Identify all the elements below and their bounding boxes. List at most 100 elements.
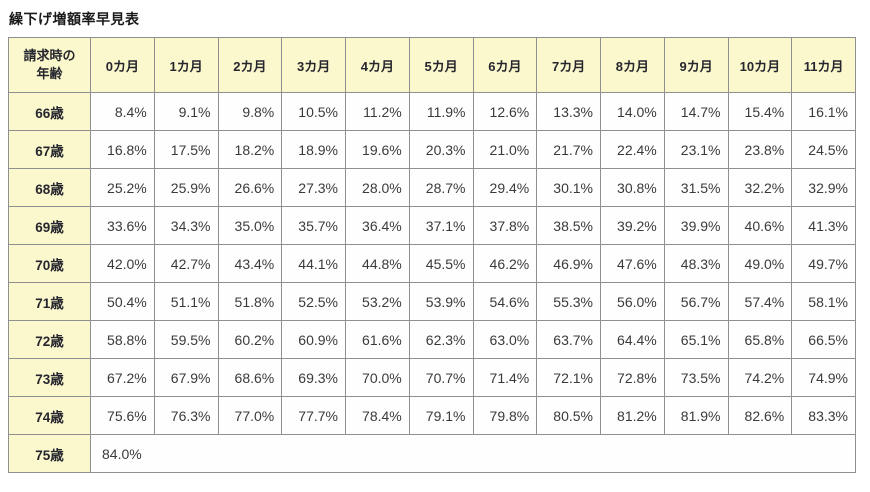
month-column-header: 11カ月: [791, 37, 856, 93]
rate-cell: 70.7%: [408, 358, 474, 397]
rate-cell: 50.4%: [90, 282, 155, 321]
rate-cell: 25.9%: [153, 168, 219, 207]
rate-cell: 82.6%: [727, 396, 793, 435]
rate-cell: 35.7%: [281, 206, 346, 245]
rate-cell: 46.9%: [536, 244, 601, 283]
rate-cell: 17.5%: [153, 130, 219, 169]
rate-cell: 23.8%: [727, 130, 793, 169]
rate-cell: 69.3%: [281, 358, 346, 397]
rate-cell: 78.4%: [345, 396, 410, 435]
rate-cell: 25.2%: [90, 168, 155, 207]
table-row: 75歳 84.0%: [8, 434, 856, 473]
rate-cell: 35.0%: [217, 206, 283, 245]
table-row: 69歳 33.6% 34.3% 35.0% 35.7% 36.4% 37.1% 37.8% 38…: [8, 206, 856, 245]
month-column-header: 3カ月: [281, 37, 346, 93]
rate-cell: 49.7%: [791, 244, 856, 283]
rate-cell: 37.8%: [472, 206, 538, 245]
table-header: 請求時の 年齢 0カ月 1カ月 2カ月 3カ月 4カ月 5カ月 6カ月 7カ月 8カ月 9カ月 10…: [8, 37, 856, 93]
table-row: 72歳 58.8% 59.5% 60.2% 60.9% 61.6% 62.3% 63.0% 63…: [8, 320, 856, 359]
table-row: 74歳 75.6% 76.3% 77.0% 77.7% 78.4% 79.1% 79.8% 80…: [8, 396, 856, 435]
rate-cell: 11.2%: [345, 92, 410, 131]
header-row: 請求時の 年齢 0カ月 1カ月 2カ月 3カ月 4カ月 5カ月 6カ月 7カ月 8カ月 9カ月 10…: [8, 37, 856, 93]
rate-cell: 30.1%: [536, 168, 601, 207]
rate-cell: 77.7%: [281, 396, 346, 435]
rate-cell: 38.5%: [536, 206, 601, 245]
rate-cell: 61.6%: [345, 320, 410, 359]
rate-cell: 48.3%: [663, 244, 729, 283]
rate-cell: 21.7%: [536, 130, 601, 169]
age-cell: 68歳: [8, 168, 91, 207]
age-cell: 75歳: [8, 434, 91, 473]
rate-cell: 22.4%: [600, 130, 665, 169]
rate-cell: 36.4%: [345, 206, 410, 245]
rate-cell: 14.7%: [663, 92, 729, 131]
age-cell: 74歳: [8, 396, 91, 435]
rate-cell: 81.2%: [600, 396, 665, 435]
rate-cell: 63.0%: [472, 320, 538, 359]
rate-cell: 21.0%: [472, 130, 538, 169]
age-cell: 72歳: [8, 320, 91, 359]
rate-cell: 56.7%: [663, 282, 729, 321]
rate-cell: 9.1%: [153, 92, 219, 131]
rate-cell: 31.5%: [663, 168, 729, 207]
rate-cell: 12.6%: [472, 92, 538, 131]
rate-cell: 18.2%: [217, 130, 283, 169]
table-body: 66歳 8.4% 9.1% 9.8% 10.5% 11.2% 11.9% 12.6% 13.3%…: [8, 92, 856, 473]
rate-cell: 44.8%: [345, 244, 410, 283]
rate-cell: 18.9%: [281, 130, 346, 169]
rate-cell: 76.3%: [153, 396, 219, 435]
rate-cell: 62.3%: [408, 320, 474, 359]
rate-cell: 34.3%: [153, 206, 219, 245]
rate-cell: 39.2%: [600, 206, 665, 245]
month-column-header: 1カ月: [153, 37, 219, 93]
rate-cell: 55.3%: [536, 282, 601, 321]
age-cell: 66歳: [8, 92, 91, 131]
month-column-header: 8カ月: [600, 37, 665, 93]
rate-cell: 52.5%: [281, 282, 346, 321]
rate-cell: 74.9%: [791, 358, 856, 397]
rate-cell: 37.1%: [408, 206, 474, 245]
rate-cell: 9.8%: [217, 92, 283, 131]
rate-cell: 63.7%: [536, 320, 601, 359]
rate-cell: 32.2%: [727, 168, 793, 207]
rate-cell: 51.8%: [217, 282, 283, 321]
rate-cell: 20.3%: [408, 130, 474, 169]
rate-cell: 83.3%: [791, 396, 856, 435]
rate-cell: 26.6%: [217, 168, 283, 207]
rate-cell: 74.2%: [727, 358, 793, 397]
rate-cell: 64.4%: [600, 320, 665, 359]
rate-cell: 67.2%: [90, 358, 155, 397]
rate-cell: 51.1%: [153, 282, 219, 321]
rate-cell: 79.1%: [408, 396, 474, 435]
rate-cell: 60.9%: [281, 320, 346, 359]
rate-cell: 77.0%: [217, 396, 283, 435]
rate-cell: 70.0%: [345, 358, 410, 397]
age-cell: 73歳: [8, 358, 91, 397]
month-column-header: 7カ月: [536, 37, 601, 93]
rate-cell: 45.5%: [408, 244, 474, 283]
rate-cell: 19.6%: [345, 130, 410, 169]
month-column-header: 4カ月: [345, 37, 410, 93]
rate-cell: 33.6%: [90, 206, 155, 245]
rate-cell: 58.8%: [90, 320, 155, 359]
rate-cell: 71.4%: [472, 358, 538, 397]
age-cell: 69歳: [8, 206, 91, 245]
rate-cell: 29.4%: [472, 168, 538, 207]
rate-cell: 41.3%: [791, 206, 856, 245]
month-column-header: 0カ月: [90, 37, 155, 93]
rate-cell: 73.5%: [663, 358, 729, 397]
table-row: 66歳 8.4% 9.1% 9.8% 10.5% 11.2% 11.9% 12.6% 13.3%…: [8, 92, 856, 131]
rate-cell: 44.1%: [281, 244, 346, 283]
rate-cell: 30.8%: [600, 168, 665, 207]
rate-cell: 57.4%: [727, 282, 793, 321]
rate-cell: 49.0%: [727, 244, 793, 283]
rate-cell: 27.3%: [281, 168, 346, 207]
rate-cell: 72.8%: [600, 358, 665, 397]
rate-cell: 54.6%: [472, 282, 538, 321]
rate-cell: 79.8%: [472, 396, 538, 435]
rate-cell: 39.9%: [663, 206, 729, 245]
table-row: 70歳 42.0% 42.7% 43.4% 44.1% 44.8% 45.5% 46.2% 46…: [8, 244, 856, 283]
age-cell: 71歳: [8, 282, 91, 321]
rate-cell: 42.7%: [153, 244, 219, 283]
month-column-header: 6カ月: [472, 37, 538, 93]
